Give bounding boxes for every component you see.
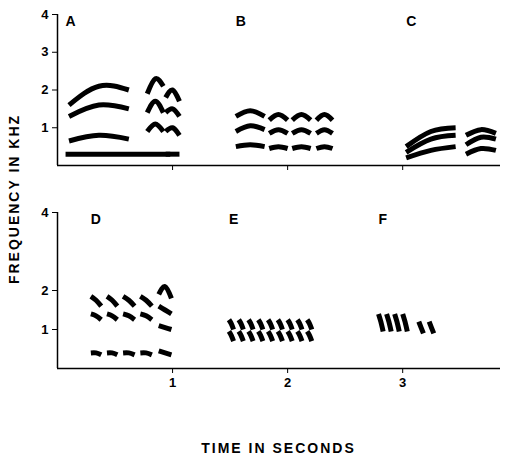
svg-text:4: 4 xyxy=(41,205,49,220)
svg-text:F: F xyxy=(379,211,388,227)
svg-text:2: 2 xyxy=(41,82,48,97)
svg-text:E: E xyxy=(229,211,238,227)
svg-text:2: 2 xyxy=(41,283,48,298)
svg-text:4: 4 xyxy=(41,7,49,22)
html-text:TIME IN SECONDS: TIME IN SECONDS xyxy=(201,440,356,456)
svg-text:3: 3 xyxy=(399,375,406,390)
svg-text:1: 1 xyxy=(41,322,48,337)
svg-text:D: D xyxy=(91,211,101,227)
svg-text:3: 3 xyxy=(41,44,48,59)
svg-text:2: 2 xyxy=(284,375,291,390)
svg-text:1: 1 xyxy=(169,375,176,390)
svg-text:C: C xyxy=(406,13,416,29)
html-text:FREQUENCY IN KHZ: FREQUENCY IN KHZ xyxy=(6,113,22,285)
svg-text:A: A xyxy=(66,13,76,29)
svg-text:1: 1 xyxy=(41,120,48,135)
svg-text:B: B xyxy=(236,13,246,29)
